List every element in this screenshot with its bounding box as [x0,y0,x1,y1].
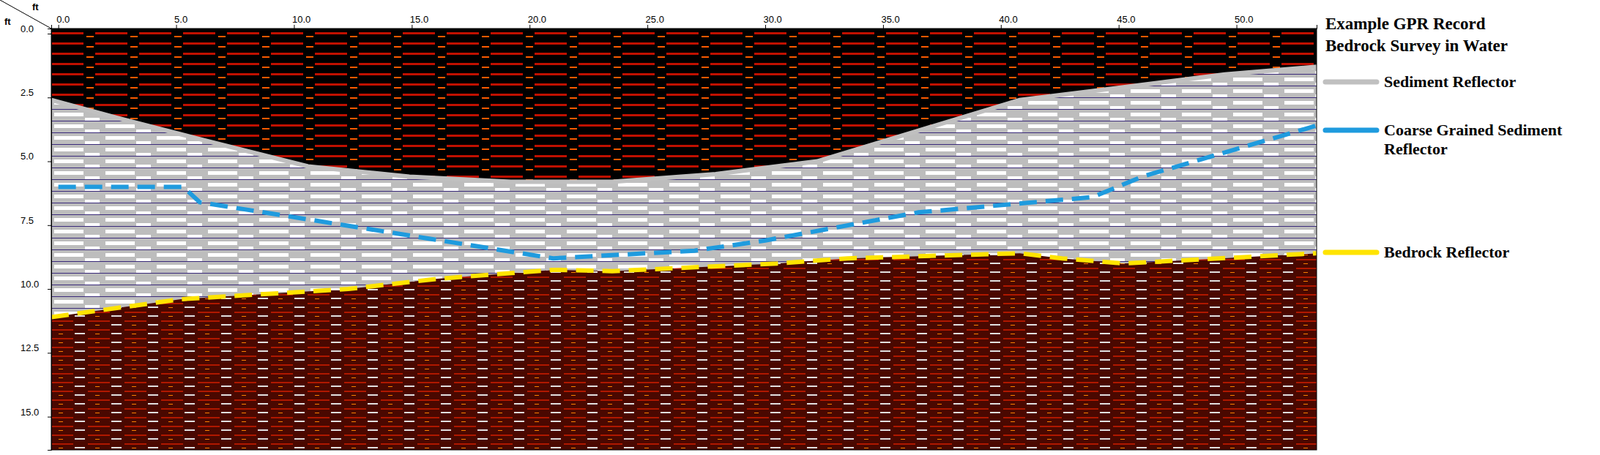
x-tick-mark [765,24,766,29]
y-tick-mark [47,97,52,99]
x-tick: 30.0 [763,13,783,29]
reflector-line [58,125,1317,260]
x-axis-line [51,24,1318,30]
plot: 0.0 5.0 10.0 15.0 20.0 25.0 30.0 35.0 40.0 45.0 50… [20,13,1318,452]
x-tick-mark [411,24,413,29]
radargram-background [51,28,1317,451]
legend-label: Sediment Reflector [1383,72,1516,91]
x-tick: 20.0 [527,13,547,29]
x-axis: 0.0 5.0 10.0 15.0 20.0 25.0 30.0 35.0 40.0 45.0 50… [51,13,1318,30]
x-tick-mark [883,24,884,29]
y-tick-label: 2.5 [20,87,34,99]
y-tick-mark [47,225,52,227]
x-tick-label: 0.0 [56,13,70,25]
x-tick-mark [1001,24,1002,29]
x-tick-label: 5.0 [174,13,188,25]
x-axis-title: ft [32,1,39,13]
x-tick: 0.0 [56,13,70,29]
x-tick-label: 35.0 [880,13,900,25]
x-tick: 25.0 [645,13,665,29]
legend-entry: Sediment Reflector [1325,72,1516,91]
chart: 0.0 5.0 10.0 15.0 20.0 25.0 30.0 35.0 40.0 45.0 50… [0,0,1600,455]
y-tick-mark [47,352,52,354]
x-tick: 45.0 [1116,13,1136,29]
legend: Sediment Reflector Coarse Grained Sedimen… [1325,72,1563,262]
x-tick-label: 10.0 [292,13,311,25]
x-tick: 50.0 [1234,13,1253,29]
subtitle: Bedrock Survey in Water [1325,36,1508,55]
y-tick-mark [47,161,52,163]
y-tick-label: 10.0 [20,278,39,290]
y-tick-mark [47,33,52,35]
y-axis-line [47,29,52,452]
x-tick-mark [1236,24,1238,29]
y-tick-label: 0.0 [20,23,34,35]
x-tick-label: 15.0 [410,13,429,25]
x-tick-mark [1118,24,1120,29]
x-tick: 40.0 [998,13,1018,29]
x-tick-label: 25.0 [645,13,665,25]
y-tick: 0.0 [20,23,52,35]
legend-label: Bedrock Reflector [1383,243,1510,262]
x-tick-mark [529,24,531,29]
legend-entry: Coarse Grained SedimentReflector [1325,120,1563,159]
water-zone [51,28,1317,182]
bedrock-zone [51,28,1317,451]
legend-label: Coarse Grained SedimentReflector [1383,120,1563,159]
plot-frame [51,28,1317,451]
y-tick: 2.5 [20,87,52,99]
y-tick: 5.0 [20,150,52,162]
reflector-line [51,66,1317,182]
legend-swatch [1325,128,1377,134]
x-tick: 10.0 [292,13,311,29]
y-tick: 7.5 [20,215,52,227]
y-tick-label: 15.0 [20,407,39,419]
x-tick-label: 20.0 [527,13,547,25]
x-tick: 35.0 [880,13,900,29]
y-tick: 10.0 [20,278,52,290]
reflector-line [51,253,1317,318]
legend-swatch [1325,79,1377,85]
y-tick-label: 12.5 [20,342,39,354]
y-tick-mark [47,417,52,419]
y-axis: 0.0 2.5 5.0 7.5 10.0 12.5 15.0 [20,23,52,452]
x-tick-mark [176,24,178,29]
legend-swatch [1325,250,1377,256]
x-tick-mark [647,24,649,29]
y-tick-mark [47,289,52,290]
x-tick-label: 30.0 [763,13,783,25]
x-tick: 15.0 [410,13,429,29]
y-tick-label: 7.5 [20,215,34,227]
legend-entry: Bedrock Reflector [1325,243,1510,262]
series-lines [51,66,1317,318]
x-tick-label: 50.0 [1234,13,1253,25]
x-tick-mark [58,24,60,29]
corner-divider [0,0,52,29]
y-tick-label: 5.0 [20,150,34,162]
y-tick: 12.5 [20,342,52,354]
y-axis-title: ft [4,16,11,28]
x-tick: 5.0 [174,13,188,29]
x-tick-mark [293,24,295,29]
x-tick-label: 45.0 [1116,13,1136,25]
y-tick: 15.0 [20,407,52,419]
x-tick-label: 40.0 [998,13,1018,25]
title: Example GPR Record [1325,14,1486,33]
